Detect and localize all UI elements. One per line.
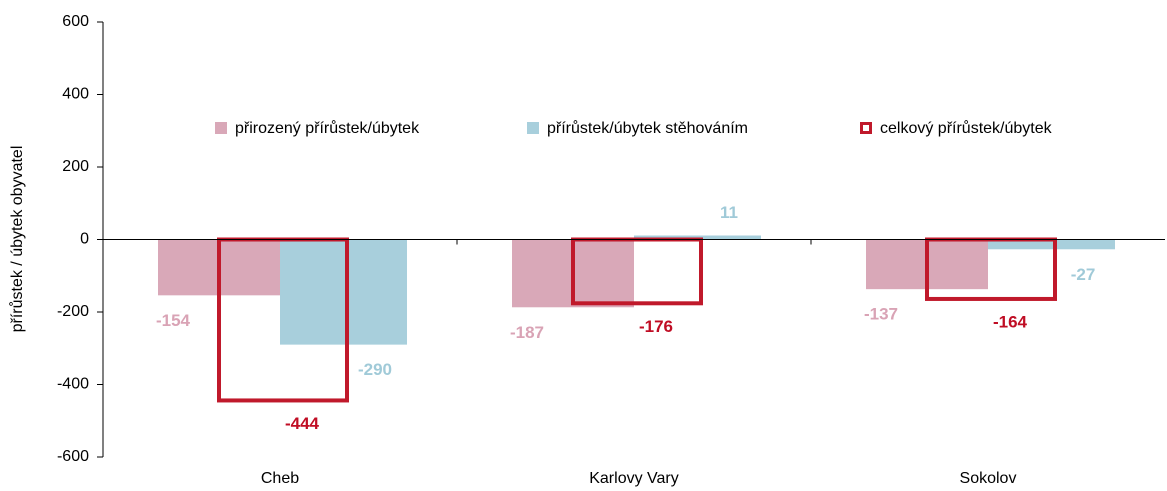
y-tick-label: 400	[62, 86, 89, 103]
legend-swatch	[860, 122, 872, 134]
legend-swatch	[527, 122, 539, 134]
legend-swatch	[215, 122, 227, 134]
value-label: -187	[510, 323, 544, 342]
y-tick-label: -400	[57, 376, 89, 393]
value-label: -164	[993, 312, 1028, 331]
y-tick-label: 0	[80, 231, 89, 248]
x-tick-label: Karlovy Vary	[589, 470, 679, 487]
x-tick-label: Cheb	[261, 470, 299, 487]
value-label: -176	[639, 317, 673, 336]
value-label: -137	[864, 305, 898, 324]
y-axis-label: přírůstek / úbytek obyvatel	[8, 146, 26, 333]
bar	[280, 239, 407, 345]
value-label: -290	[358, 360, 392, 379]
legend-label: celkový přírůstek/úbytek	[880, 119, 1053, 137]
value-label: -154	[156, 311, 191, 330]
value-label: -444	[285, 414, 320, 433]
y-tick-label: 200	[62, 158, 89, 175]
value-label: 11	[720, 203, 738, 222]
y-tick-label: 600	[62, 13, 89, 30]
legend-label: přirozený přírůstek/úbytek	[235, 119, 420, 137]
y-tick-label: -600	[57, 448, 89, 465]
y-tick-label: -200	[57, 303, 89, 320]
x-tick-label: Sokolov	[960, 470, 1017, 487]
value-label: -27	[1071, 265, 1096, 284]
bar	[988, 239, 1115, 250]
legend-label: přírůstek/úbytek stěhováním	[547, 119, 748, 137]
